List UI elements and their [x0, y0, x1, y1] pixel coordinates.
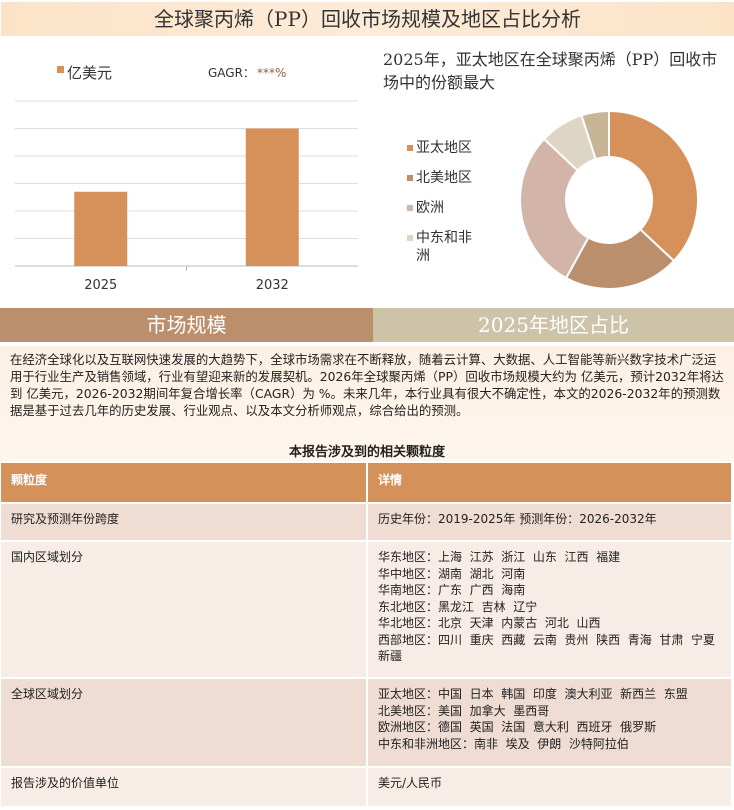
bar-chart: 亿美元 GAGR： ***% 2025 2032 — [15, 64, 358, 293]
table-row: 国内区域划分 华东地区：上海 江苏 浙江 山东 江西 福建 华中地区：湖南 湖北 河… — [1, 541, 733, 679]
detail-line: 美元/人民币 — [378, 776, 443, 790]
pie-title: 2025年，亚太地区在全球聚丙烯（PP）回收市场中的份额最大 — [383, 50, 718, 92]
granularity-table: 颗粒度 详情 研究及预测年份跨度 历史年份：2019-2025年 预测年份：202… — [1, 463, 733, 808]
bar-2032 — [245, 128, 299, 266]
cagr-value: ***% — [257, 66, 286, 80]
page-title: 全球聚丙烯（PP）回收市场规模及地区占比分析 — [1, 2, 734, 36]
row-label: 国内区域划分 — [1, 541, 368, 679]
legend-swatch — [407, 235, 413, 241]
detail-line: 华中地区：湖南 湖北 河南 — [378, 566, 526, 581]
legend-item: 中东和非洲 — [407, 229, 479, 265]
legend-swatch — [407, 145, 413, 151]
row-details: 华东地区：上海 江苏 浙江 山东 江西 福建 华中地区：湖南 湖北 河南 华南地区：… — [367, 541, 733, 679]
header-details: 详情 — [367, 463, 733, 504]
x-tick-label: 2025 — [84, 278, 117, 293]
detail-line: 华北地区：北京 天津 内蒙古 河北 山西 — [378, 616, 601, 630]
row-label: 报告涉及的价值单位 — [1, 767, 368, 808]
legend-label: 欧洲 — [416, 200, 444, 216]
legend-label: 中东和非洲 — [416, 230, 472, 264]
legend-label: 北美地区 — [416, 170, 472, 186]
x-tick-label: 2032 — [256, 278, 289, 293]
detail-line: 东北地区：黑龙江 吉林 辽宁 — [378, 599, 538, 614]
table-row: 研究及预测年份跨度 历史年份：2019-2025年 预测年份：2026-2032年 — [1, 503, 733, 542]
legend-item: 欧洲 — [407, 199, 497, 217]
legend-label: 亚太地区 — [416, 140, 472, 156]
cagr-label: GAGR： — [208, 66, 255, 80]
header-granularity: 颗粒度 — [1, 463, 368, 504]
detail-line: 西部地区：四川 重庆 西藏 云南 贵州 陕西 青海 甘肃 宁夏 新疆 — [378, 632, 723, 664]
table-caption: 本报告涉及到的相关颗粒度 — [288, 445, 445, 460]
detail-line: 亚太地区：中国 日本 韩国 印度 澳大利亚 新西兰 东盟 — [378, 687, 688, 701]
donut-slice-0 — [608, 109, 699, 263]
legend-swatch — [57, 66, 64, 73]
donut-slice-4 — [580, 109, 610, 161]
row-details: 美元/人民币 — [367, 767, 733, 808]
section-market-size: 市场规模 — [0, 308, 373, 342]
detail-line: 华南地区：广东 广西 海南 — [378, 583, 526, 597]
detail-line: 北美地区：美国 加拿大 墨西哥 — [378, 703, 550, 718]
section-region-share: 2025年地区占比 — [373, 308, 734, 342]
row-details: 历史年份：2019-2025年 预测年份：2026-2032年 — [367, 503, 733, 542]
table-row: 全球区域划分 亚太地区：中国 日本 韩国 印度 澳大利亚 新西兰 东盟 北美地区：美… — [1, 678, 733, 768]
row-label: 研究及预测年份跨度 — [1, 503, 368, 542]
legend-item: 北美地区 — [407, 169, 497, 187]
donut-slice-2 — [519, 137, 590, 280]
donut-chart — [519, 109, 699, 290]
legend-label: 亿美元 — [67, 64, 112, 82]
legend-swatch — [407, 175, 413, 181]
legend-swatch — [407, 205, 413, 211]
description-paragraph: 在经济全球化以及互联网快速发展的大趋势下，全球市场需求在不断释放，随着云计算、大… — [0, 346, 734, 461]
detail-line: 历史年份：2019-2025年 预测年份：2026-2032年 — [378, 512, 657, 526]
legend-item: 亚太地区 — [407, 139, 497, 157]
row-label: 全球区域划分 — [1, 678, 368, 768]
row-details: 亚太地区：中国 日本 韩国 印度 澳大利亚 新西兰 东盟 北美地区：美国 加拿大 … — [367, 678, 733, 768]
detail-line: 欧洲地区：德国 英国 法国 意大利 西班牙 俄罗斯 — [378, 720, 657, 734]
bar-2025 — [74, 191, 128, 266]
table-row: 报告涉及的价值单位 美元/人民币 — [1, 767, 733, 808]
detail-line: 华东地区：上海 江苏 浙江 山东 江西 福建 — [378, 550, 621, 564]
detail-line: 中东和非洲地区：南非 埃及 伊朗 沙特阿拉伯 — [378, 736, 629, 751]
